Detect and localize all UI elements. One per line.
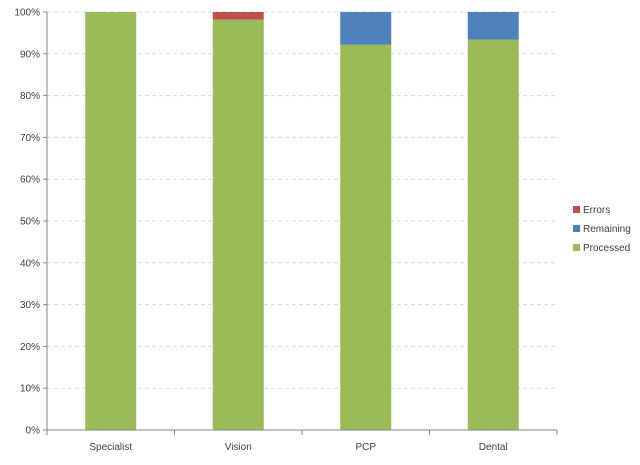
bar-processed-dental — [467, 39, 519, 430]
bar-processed-specialist — [85, 12, 137, 430]
x-category-label: Specialist — [89, 442, 132, 453]
legend-label-errors: Errors — [583, 205, 610, 216]
bar-remaining-dental — [467, 12, 519, 40]
bar-errors-vision — [212, 12, 264, 20]
bar-remaining-pcp — [340, 12, 392, 45]
legend-label-remaining: Remaining — [583, 224, 631, 235]
y-tick-label: 70% — [20, 133, 40, 144]
y-tick-label: 30% — [20, 300, 40, 311]
y-tick-label: 50% — [20, 217, 40, 228]
y-axis-ticks: 0% 10% 20% 30% 40% 50% 60% 70% 80% 90% 100% — [14, 8, 47, 437]
bars — [85, 12, 519, 431]
y-tick-label: 100% — [14, 8, 40, 19]
bar-processed-pcp — [340, 44, 392, 430]
legend-label-processed: Processed — [583, 243, 630, 254]
y-tick-label: 20% — [20, 342, 40, 353]
y-tick-label: 0% — [26, 426, 41, 437]
legend-swatch-errors — [573, 206, 580, 213]
y-tick-label: 60% — [20, 175, 40, 186]
y-tick-label: 90% — [20, 49, 40, 60]
legend-swatch-processed — [573, 244, 580, 251]
y-tick-label: 10% — [20, 384, 40, 395]
y-tick-label: 80% — [20, 91, 40, 102]
legend: Errors Remaining Processed — [573, 205, 631, 254]
legend-swatch-remaining — [573, 225, 580, 232]
bar-processed-vision — [212, 19, 264, 431]
x-category-label: PCP — [355, 442, 376, 453]
x-axis: Specialist Vision PCP Dental — [46, 12, 558, 453]
x-category-label: Dental — [479, 442, 508, 453]
x-category-label: Vision — [225, 442, 252, 453]
y-tick-label: 40% — [20, 258, 40, 269]
